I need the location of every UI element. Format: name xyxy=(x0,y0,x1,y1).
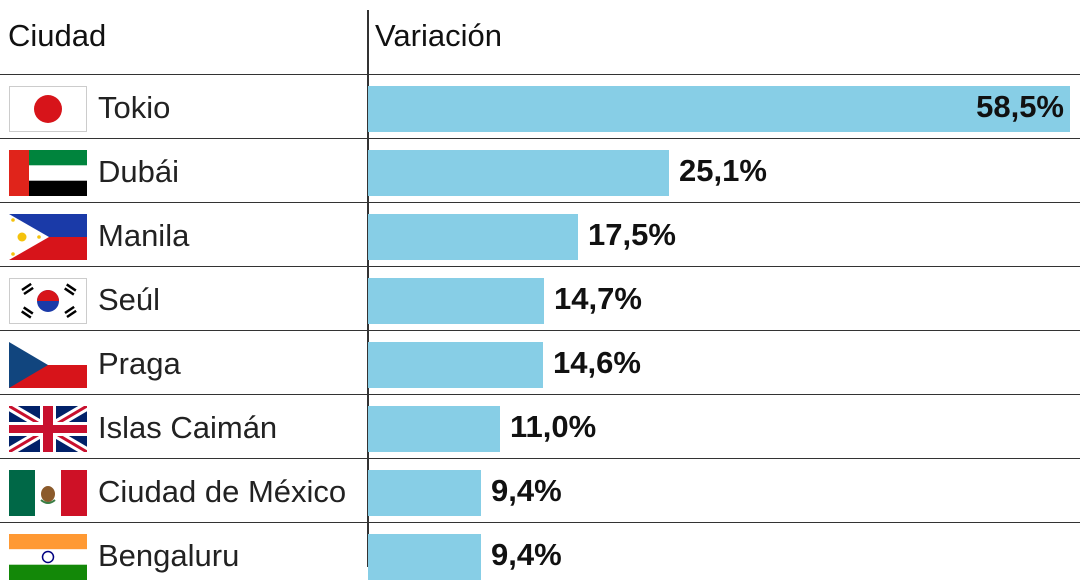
city-label: Dubái xyxy=(98,154,179,189)
value-label: 25,1% xyxy=(679,153,767,188)
mexico-flag-icon xyxy=(9,470,87,516)
row-divider xyxy=(0,457,1080,459)
table-row: Bengaluru 9,4% xyxy=(0,523,1080,587)
value-label: 9,4% xyxy=(491,473,562,508)
row-divider xyxy=(0,265,1080,267)
row-divider xyxy=(0,137,1080,139)
south-korea-flag-icon xyxy=(9,278,87,324)
row-divider xyxy=(0,201,1080,203)
czech-flag-icon xyxy=(9,342,87,388)
table-row: Praga 14,6% xyxy=(0,331,1080,395)
row-divider xyxy=(0,329,1080,331)
table-row: Ciudad de México 9,4% xyxy=(0,459,1080,523)
bar xyxy=(368,150,669,196)
bar xyxy=(368,534,481,580)
table-row: Manila 17,5% xyxy=(0,203,1080,267)
column-divider xyxy=(367,10,369,567)
city-label: Ciudad de México xyxy=(98,474,347,509)
table-row: Islas Caimán 11,0% xyxy=(0,395,1080,459)
bar xyxy=(368,406,500,452)
row-divider xyxy=(0,521,1080,523)
bar xyxy=(368,342,543,388)
table-row: Tokio 58,5% xyxy=(0,75,1080,139)
city-label: Islas Caimán xyxy=(98,410,278,445)
bar xyxy=(368,470,481,516)
value-label: 14,6% xyxy=(553,345,641,380)
philippines-flag-icon xyxy=(9,214,87,260)
city-label: Manila xyxy=(98,218,190,253)
city-label: Bengaluru xyxy=(98,538,240,573)
value-label: 14,7% xyxy=(554,281,642,316)
value-label: 9,4% xyxy=(491,537,562,572)
india-flag-icon xyxy=(9,534,87,580)
city-label: Seúl xyxy=(98,282,161,317)
value-label: 17,5% xyxy=(588,217,676,252)
value-label: 11,0% xyxy=(510,409,597,444)
bar xyxy=(368,214,578,260)
bar xyxy=(368,86,1070,132)
city-label: Praga xyxy=(98,346,181,381)
uk-flag-icon xyxy=(9,406,87,452)
table-row: Dubái 25,1% xyxy=(0,139,1080,203)
bar xyxy=(368,278,544,324)
variation-column-header: Variación xyxy=(375,18,502,53)
table-row: Seúl 14,7% xyxy=(0,267,1080,331)
value-label: 58,5% xyxy=(976,89,1064,124)
row-divider xyxy=(0,393,1080,395)
uae-flag-icon xyxy=(9,150,87,196)
city-label: Tokio xyxy=(98,90,171,125)
table-header: Ciudad Variación xyxy=(0,0,1080,75)
japan-flag-icon xyxy=(9,86,87,132)
city-column-header: Ciudad xyxy=(8,18,107,53)
